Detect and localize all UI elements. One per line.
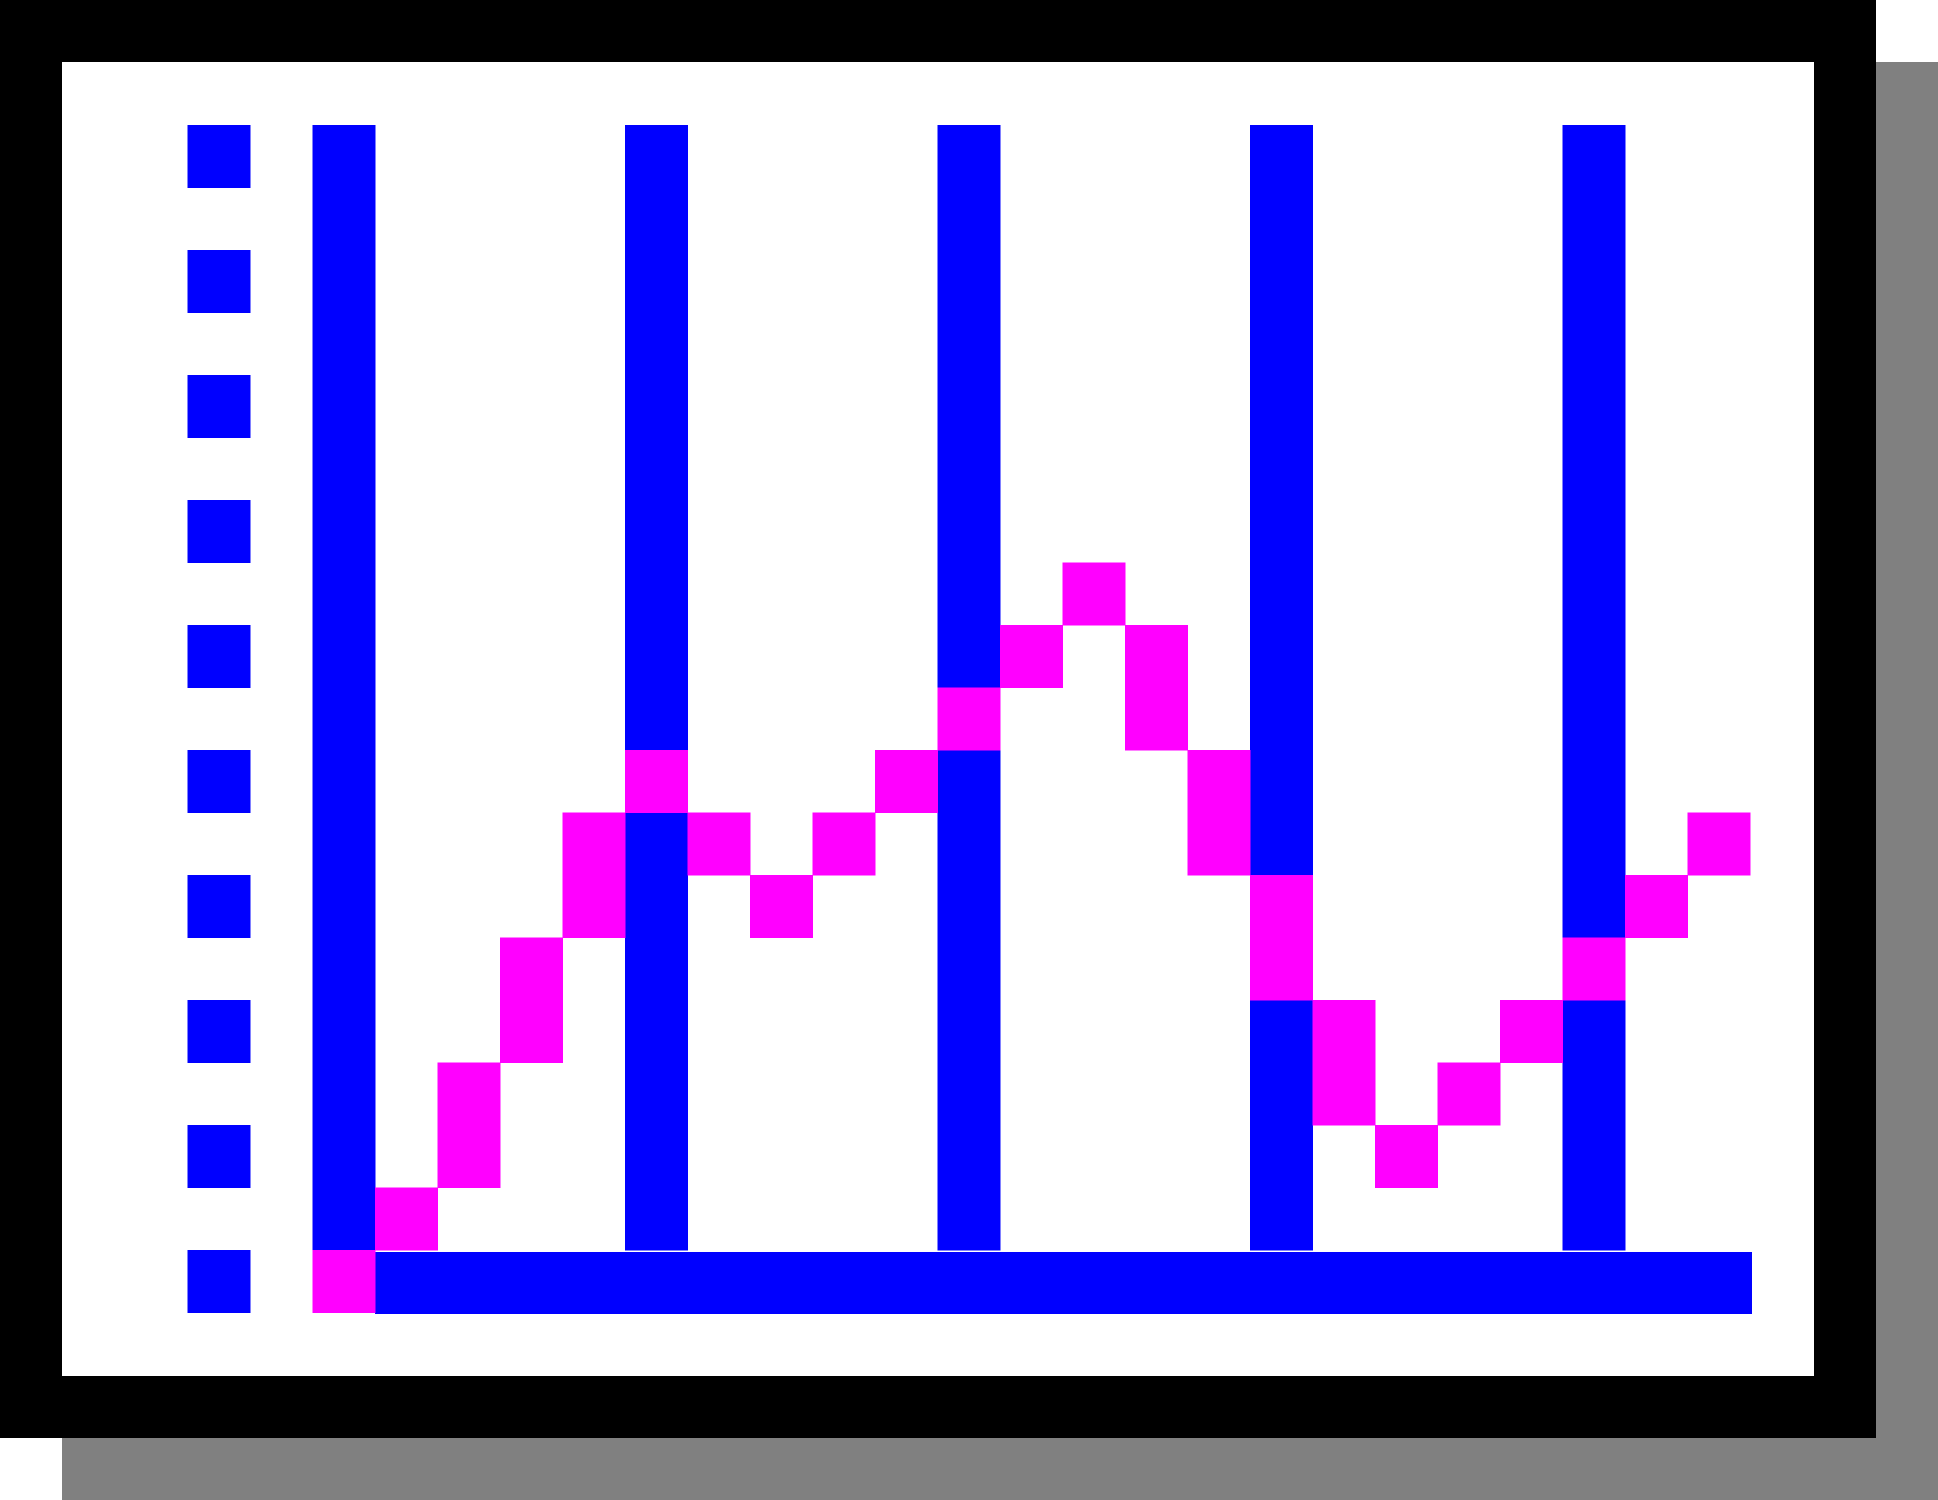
series-point [500,937,563,1001]
series-point [875,750,938,813]
y-tick-mark [187,1125,251,1188]
series-point [1562,937,1626,1001]
series-point [1500,1000,1563,1063]
series-point [1687,812,1751,876]
series-point [1062,562,1126,626]
y-tick-mark [187,625,251,688]
y-tick-mark [187,500,251,563]
series-point [812,812,876,876]
gridline [625,125,688,1251]
series-point [1312,1062,1376,1126]
series-point [1187,812,1251,876]
gridline [1250,125,1313,1251]
series-point [937,687,1001,751]
y-tick-mark [187,875,251,938]
y-tick-mark [187,1250,251,1313]
y-tick-mark [187,125,251,188]
series-point [1437,1062,1501,1126]
series-point [437,1062,501,1126]
series-point [1625,875,1688,938]
y-axis [312,125,376,1251]
series-point [1375,1125,1438,1188]
series-point [375,1187,438,1251]
series-point [1250,937,1313,1001]
y-tick-mark [187,375,251,438]
series-point [562,875,626,938]
series-point [437,1125,501,1188]
y-tick-mark [187,250,251,313]
series-point [1125,687,1188,751]
series-point [1187,750,1251,813]
gridline [1562,125,1626,1251]
series-point [1312,1000,1376,1063]
x-axis [375,1252,1752,1314]
series-point [1125,625,1188,688]
y-tick-mark [187,1000,251,1063]
y-tick-mark [187,750,251,813]
series-point [312,1250,376,1313]
series-point [1250,875,1313,938]
series-line [312,562,1751,1313]
series-point [500,1000,563,1063]
series-point [687,812,751,876]
series-point [625,750,688,813]
series-point [1000,625,1063,688]
series-point [750,875,813,938]
y-axis-ticks [187,125,251,1313]
series-point [562,812,626,876]
